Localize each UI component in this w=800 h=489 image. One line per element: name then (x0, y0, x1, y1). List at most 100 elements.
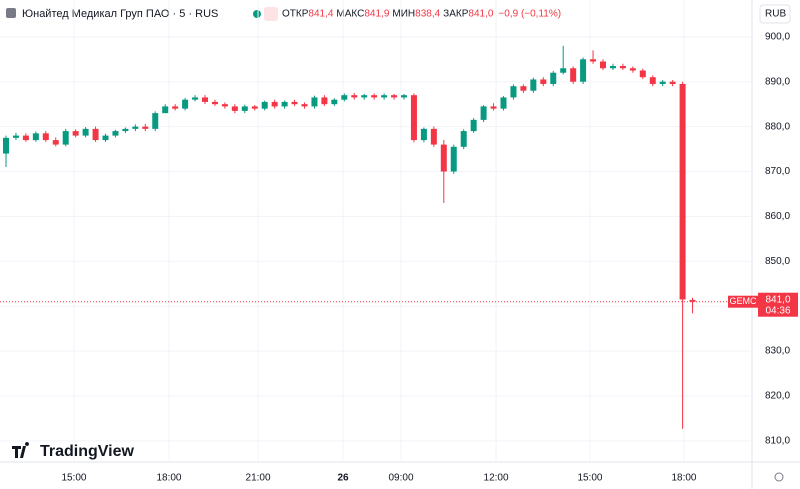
candle-body (261, 101, 268, 109)
candle-body (122, 128, 129, 132)
candle-body (440, 144, 447, 172)
candle-body (281, 101, 288, 107)
candle-body (609, 66, 616, 69)
candle-body (361, 95, 368, 98)
y-tick-label: 900,0 (765, 31, 790, 42)
legend-label: ЗАКР (443, 9, 469, 20)
settings-icon[interactable] (774, 472, 784, 482)
symbol-label: GEMC (730, 296, 758, 306)
last-price-badge (758, 292, 798, 317)
watermark: TradingView (12, 442, 135, 460)
candle-body (540, 79, 547, 84)
candle-body (619, 66, 626, 69)
candle-body (3, 137, 9, 154)
candle-body (600, 61, 606, 69)
candle-body (102, 135, 109, 141)
x-tick-label: 12:00 (484, 473, 509, 484)
candle-body (381, 95, 388, 98)
candle-body (530, 79, 537, 91)
y-tick-label: 880,0 (765, 121, 790, 132)
candle-body (679, 83, 686, 300)
candle-body (82, 128, 89, 136)
candle-body (520, 86, 527, 91)
legend-value: 841,9 (364, 9, 389, 20)
candle-body (490, 106, 497, 109)
candle-body (550, 72, 557, 84)
candle-body (142, 126, 149, 129)
candle-body (401, 95, 407, 98)
candle-body (241, 106, 248, 111)
candle-body (52, 140, 59, 145)
candle-body (192, 97, 199, 100)
candle-body (251, 106, 258, 109)
y-tick-label: 870,0 (765, 166, 790, 177)
candle-body (560, 68, 567, 73)
candle-body (301, 104, 308, 107)
x-tick-label: 09:00 (388, 473, 413, 484)
candle-body (639, 70, 646, 78)
candle-body (689, 299, 696, 302)
y-tick-label: 850,0 (765, 256, 790, 267)
candle-body (321, 97, 328, 105)
watermark-text: TradingView (40, 443, 135, 460)
y-tick-label: 810,0 (765, 436, 790, 447)
candle-body (172, 106, 179, 109)
symbol-icon (6, 8, 16, 18)
candle-body (202, 97, 208, 102)
countdown: 04:36 (765, 305, 790, 316)
candle-body (480, 106, 487, 120)
candle-body (450, 146, 457, 172)
candle-body (580, 59, 587, 82)
candle-body (430, 128, 437, 145)
x-tick-label: 18:00 (671, 473, 696, 484)
legend-label: ОТКР (282, 9, 309, 20)
candle-body (570, 68, 577, 82)
x-tick-label: 15:00 (61, 473, 86, 484)
candle-body (351, 95, 358, 98)
legend-label: МИН (392, 9, 415, 20)
y-tick-label: 830,0 (765, 346, 790, 357)
candle-body (162, 106, 169, 114)
candle-body (649, 77, 656, 84)
candle-body (331, 99, 338, 105)
currency[interactable]: RUB (765, 9, 786, 20)
symbol-badge (728, 295, 758, 308)
candle-body (590, 59, 597, 62)
last-price-label: 841,0 (765, 294, 790, 305)
candle-body (72, 131, 79, 136)
legend-value: 841,4 (308, 9, 333, 20)
candle-body (221, 104, 228, 107)
candle-body (420, 128, 427, 141)
y-tick-label: 820,0 (765, 391, 790, 402)
currency-button[interactable] (759, 4, 791, 24)
candle-body (669, 81, 676, 84)
status-badge (264, 7, 278, 21)
candle-body (460, 131, 467, 147)
candle-body (182, 99, 189, 109)
legend-label: МАКС (336, 9, 364, 20)
x-tick-label: 26 (337, 473, 349, 484)
candle-body (311, 97, 318, 107)
y-tick-label: 890,0 (765, 76, 790, 87)
candle-body (92, 128, 99, 141)
candle-body (12, 135, 19, 138)
x-tick-label: 21:00 (246, 473, 271, 484)
candle-body (500, 97, 507, 109)
candle-body (112, 131, 119, 136)
candle-body (231, 106, 238, 111)
x-tick-label: 15:00 (577, 473, 602, 484)
y-tick-label: 860,0 (765, 211, 790, 222)
candle-body (371, 95, 378, 98)
candle-body (341, 95, 348, 100)
candle-body (510, 86, 517, 98)
candle-body (470, 119, 477, 132)
watermark-logo (12, 442, 30, 458)
candle-body (132, 126, 139, 129)
candle-body (271, 101, 278, 107)
x-tick-label: 18:00 (156, 473, 181, 484)
candle-body (152, 113, 159, 129)
change: −0,9 (−0,11%) (498, 9, 561, 20)
candle-body (291, 101, 298, 105)
candle-body (32, 133, 39, 141)
